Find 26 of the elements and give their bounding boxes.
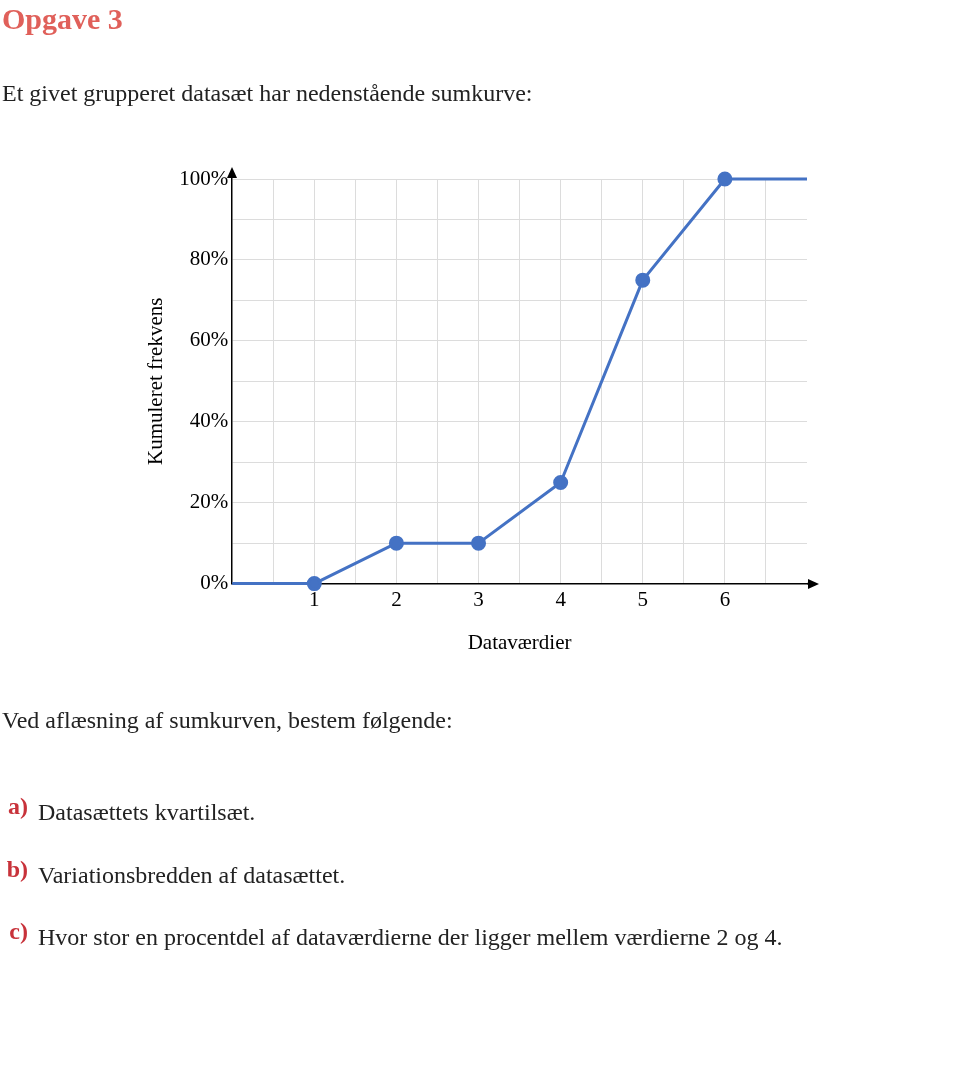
- text: a) Datasættets kvartilsæt.: [7, 793, 257, 827]
- y-tick-label: 60%: [189, 327, 229, 352]
- y-tick-label: 0%: [200, 570, 229, 595]
- point: [471, 535, 487, 551]
- y-tick-label: 80%: [189, 246, 229, 271]
- point: [553, 474, 569, 490]
- x-tick-label: 3: [473, 586, 484, 611]
- point: [306, 576, 322, 592]
- y-tick-label: 20%: [189, 489, 229, 514]
- x-tick-label: 2: [391, 586, 402, 611]
- point: [388, 535, 404, 551]
- point: [635, 272, 651, 288]
- x-axis-title: Dataværdier: [467, 629, 572, 654]
- chart-title: Opgave 3: [2, 2, 123, 36]
- chart-subtitle: Et givet grupperet datasæt har nedenstående sumkurve:: [2, 80, 533, 107]
- y-tick-label: 100%: [179, 165, 229, 190]
- text: c) Hvor stor en procentdel af dataværdierne der ligger mellem værdierne 2 og 4.: [8, 918, 784, 952]
- y-tick-label: 40%: [189, 408, 229, 433]
- x-tick-label: 5: [637, 586, 649, 611]
- text: b) Variationsbredden af datasættet.: [5, 856, 347, 890]
- y-axis-title: Kumuleret frekvens: [143, 297, 168, 465]
- x-tick-label: 1: [309, 586, 320, 611]
- point: [717, 171, 733, 187]
- x-tick-label: 4: [555, 586, 567, 611]
- text: Ved aflæsning af sumkurven, bestem følgende:: [2, 707, 453, 734]
- x-tick-label: 6: [719, 586, 731, 611]
